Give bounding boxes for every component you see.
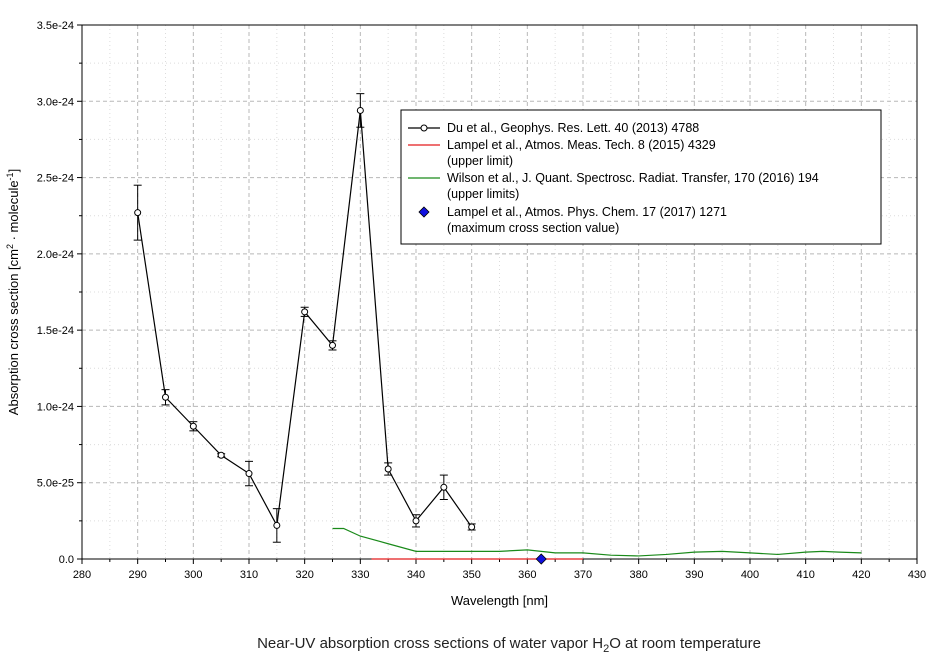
data-point — [412, 517, 420, 525]
y-axis: 0.0 5.0e-25 1.0e-24 1.5e-24 2.0e-24 2.5e-24 3.… — [37, 20, 82, 566]
y-axis-label-sup-2: -1 — [5, 172, 15, 180]
x-tick-label: 360 — [518, 569, 536, 581]
data-point — [134, 209, 142, 217]
data-point — [301, 308, 309, 316]
series-1 — [133, 93, 476, 543]
y-tick-label: 1.0e-24 — [37, 401, 74, 413]
series-line — [332, 527, 862, 557]
series-4 — [535, 553, 547, 565]
y-axis-label-part-1: Absorption cross section [cm — [6, 249, 21, 415]
legend-label: Lampel et al., Atmos. Phys. Chem. 17 (20… — [447, 205, 727, 219]
caption-sub: 2 — [603, 643, 609, 655]
legend-label-line2: (upper limit) — [447, 154, 513, 168]
data-point — [468, 523, 476, 531]
data-point — [384, 465, 392, 473]
legend-box — [400, 109, 882, 245]
data-point — [189, 422, 197, 430]
caption-part-2: O at room temperature — [609, 635, 761, 652]
y-tick-label: 2.0e-24 — [37, 249, 74, 261]
data-point — [356, 106, 364, 114]
x-tick-label: 430 — [908, 569, 926, 581]
legend-label-line2: (upper limits) — [447, 187, 519, 201]
y-axis-label-sup-1: 2 — [5, 244, 15, 249]
legend-diamond — [418, 206, 430, 218]
x-tick-label: 390 — [685, 569, 703, 581]
y-axis-label: Absorption cross section [cm2 · molecule… — [5, 169, 21, 415]
data-point — [245, 470, 253, 478]
x-tick-label: 400 — [741, 569, 759, 581]
legend-label: Du et al., Geophys. Res. Lett. 40 (2013)… — [447, 121, 699, 135]
y-tick-label: 0.0 — [59, 554, 74, 566]
data-point — [217, 451, 225, 459]
legend-symbol-1 — [408, 124, 440, 132]
y-axis-label-part-2: · molecule — [6, 180, 21, 244]
legend-label: Lampel et al., Atmos. Meas. Tech. 8 (201… — [447, 138, 716, 152]
data-point — [273, 521, 281, 529]
x-tick-label: 280 — [73, 569, 91, 581]
legend-symbol-4 — [418, 206, 430, 218]
x-tick-label: 300 — [184, 569, 202, 581]
chart-caption: Near-UV absorption cross sections of wat… — [257, 635, 761, 655]
y-tick-label: 1.5e-24 — [37, 325, 74, 337]
x-tick-label: 330 — [351, 569, 369, 581]
caption-part-1: Near-UV absorption cross sections of wat… — [257, 635, 603, 652]
y-axis-label-part-3: ] — [6, 169, 21, 173]
x-tick-label: 290 — [128, 569, 146, 581]
x-tick-label: 380 — [629, 569, 647, 581]
legend-label-line2: (maximum cross section value) — [447, 221, 619, 235]
x-axis-label: Wavelength [nm] — [451, 593, 548, 608]
series-layer — [133, 93, 862, 565]
x-tick-label: 340 — [407, 569, 425, 581]
x-tick-label: 350 — [462, 569, 480, 581]
data-point — [329, 341, 336, 349]
x-tick-label: 420 — [852, 569, 870, 581]
data-point — [440, 483, 448, 491]
legend: Du et al., Geophys. Res. Lett. 40 (2013)… — [400, 109, 882, 245]
x-tick-label: 410 — [796, 569, 814, 581]
x-tick-label: 370 — [574, 569, 592, 581]
x-axis: 280 290 300 310 320 330 340 350 360 370 380 390 400 4… — [73, 559, 926, 581]
x-tick-label: 310 — [240, 569, 258, 581]
legend-circle — [420, 124, 428, 132]
data-point — [162, 393, 169, 401]
y-tick-label: 5.0e-25 — [37, 478, 74, 490]
diamond-marker — [535, 553, 547, 565]
x-tick-label: 320 — [295, 569, 313, 581]
y-tick-label: 3.5e-24 — [37, 20, 74, 32]
legend-label: Wilson et al., J. Quant. Spectrosc. Radi… — [447, 171, 819, 185]
series-3 — [332, 527, 862, 557]
y-tick-label: 3.0e-24 — [37, 96, 74, 108]
y-tick-label: 2.5e-24 — [37, 173, 74, 185]
